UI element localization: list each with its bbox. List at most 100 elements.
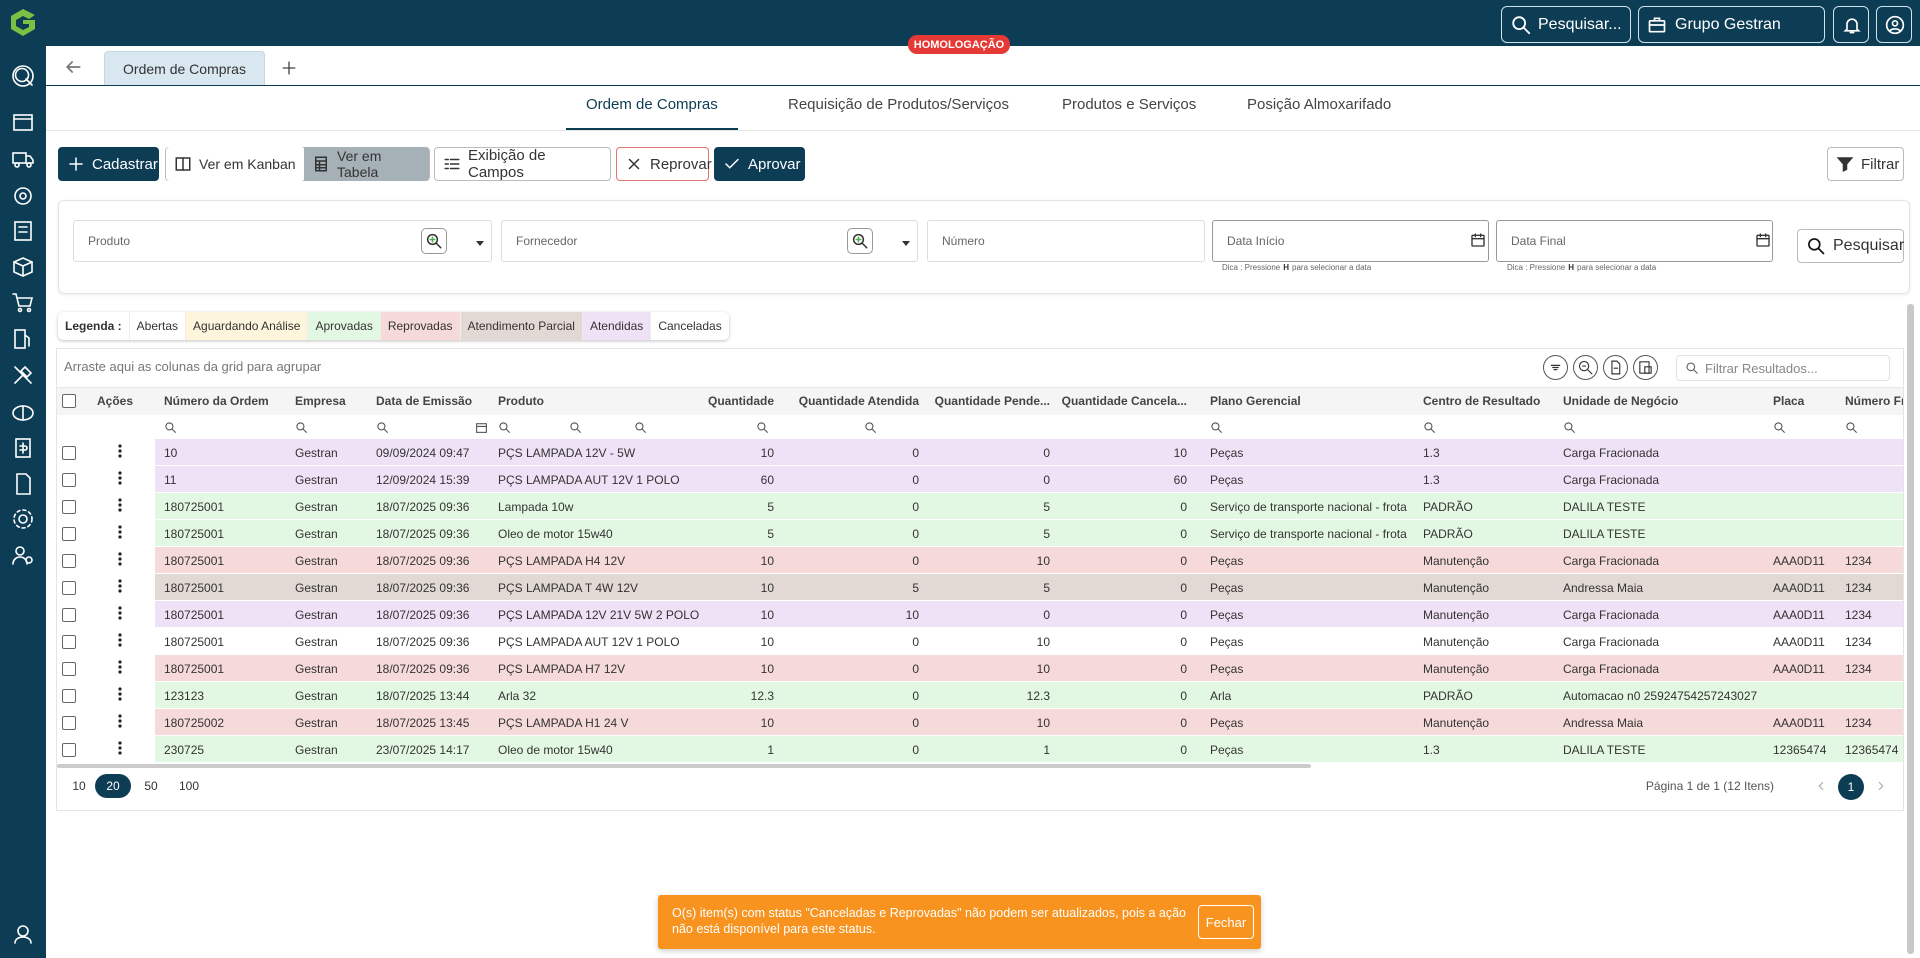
row-checkbox[interactable]	[62, 716, 76, 730]
page-size[interactable]: 50	[144, 779, 158, 793]
column-filter[interactable]	[376, 421, 389, 434]
sidebar-icon[interactable]	[11, 472, 35, 496]
user-menu[interactable]	[1876, 6, 1912, 43]
row-checkbox[interactable]	[62, 743, 76, 757]
grid-search[interactable]: Filtrar Resultados...	[1676, 355, 1890, 381]
column-header[interactable]: Unidade de Negócio	[1563, 394, 1679, 408]
fields-button[interactable]: Exibição de Campos	[434, 147, 611, 181]
row-actions[interactable]	[117, 578, 123, 594]
filter-button[interactable]: Filtrar	[1827, 147, 1904, 181]
table-button[interactable]: Ver em Tabela	[304, 147, 429, 181]
notifications[interactable]	[1833, 6, 1869, 43]
row-checkbox[interactable]	[62, 500, 76, 514]
start-date-field[interactable]: Data Início	[1212, 220, 1489, 262]
column-filter[interactable]	[864, 421, 877, 434]
row-actions[interactable]	[117, 470, 123, 486]
search-button[interactable]: Pesquisar	[1797, 229, 1904, 263]
column-filter[interactable]	[164, 421, 177, 434]
column-filter[interactable]	[756, 421, 769, 434]
column-filter[interactable]	[1563, 421, 1576, 434]
column-header[interactable]: Centro de Resultado	[1423, 394, 1541, 408]
row-checkbox[interactable]	[62, 662, 76, 676]
row-checkbox[interactable]	[62, 527, 76, 541]
row-checkbox[interactable]	[62, 581, 76, 595]
row-actions[interactable]	[117, 605, 123, 621]
grid-tool[interactable]	[1543, 355, 1568, 380]
back-button[interactable]	[63, 57, 83, 77]
column-filter[interactable]	[1773, 421, 1786, 434]
column-header[interactable]: Empresa	[295, 394, 346, 408]
row-actions[interactable]	[117, 713, 123, 729]
next-page[interactable]	[1874, 779, 1888, 793]
column-header[interactable]: Produto	[498, 394, 544, 408]
sidebar-icon[interactable]	[11, 507, 35, 531]
select-all[interactable]	[62, 394, 76, 408]
dropdown-arrow[interactable]	[476, 241, 484, 246]
product-field[interactable]: Produto	[73, 220, 492, 262]
row-actions[interactable]	[117, 443, 123, 459]
date-filter-picker[interactable]	[475, 421, 488, 434]
row-actions[interactable]	[117, 497, 123, 513]
current-page[interactable]: 1	[1838, 774, 1864, 800]
column-header[interactable]: Quantidade Atendida	[798, 394, 919, 408]
column-header[interactable]: Data de Emissão	[376, 394, 473, 408]
sidebar-icon[interactable]	[11, 436, 35, 460]
reject-button[interactable]: Reprovar	[616, 147, 712, 181]
sidebar-icon[interactable]	[11, 110, 35, 134]
column-filter[interactable]	[498, 421, 511, 434]
row-checkbox[interactable]	[62, 446, 76, 460]
calendar-icon[interactable]	[1755, 232, 1771, 248]
column-filter[interactable]	[295, 421, 308, 434]
open-tab[interactable]: Ordem de Compras	[104, 51, 265, 85]
row-checkbox[interactable]	[62, 554, 76, 568]
sidebar-icon[interactable]	[11, 922, 35, 946]
row-actions[interactable]	[117, 632, 123, 648]
row-checkbox[interactable]	[62, 635, 76, 649]
approve-button[interactable]: Aprovar	[714, 147, 805, 181]
nav-tab[interactable]: Requisição de Produtos/Serviços	[788, 96, 1009, 113]
column-header[interactable]: Número Fro	[1845, 394, 1903, 408]
company-selector[interactable]: Grupo Gestran	[1638, 6, 1825, 43]
sidebar-icon[interactable]	[11, 290, 35, 314]
column-header[interactable]: Placa	[1773, 394, 1805, 408]
supplier-field[interactable]: Fornecedor	[501, 220, 918, 262]
kanban-button[interactable]: Ver em Kanban	[166, 147, 305, 181]
sidebar-icon[interactable]	[11, 543, 35, 567]
column-filter[interactable]	[1423, 421, 1436, 434]
row-actions[interactable]	[117, 551, 123, 567]
nav-tab[interactable]: Produtos e Serviços	[1062, 96, 1197, 113]
prev-page[interactable]	[1814, 779, 1828, 793]
row-checkbox[interactable]	[62, 473, 76, 487]
sidebar-icon[interactable]	[11, 255, 35, 279]
row-actions[interactable]	[117, 659, 123, 675]
page-size[interactable]: 20	[95, 774, 131, 798]
column-filter[interactable]	[569, 421, 582, 434]
column-header[interactable]: Plano Gerencial	[1210, 394, 1301, 408]
nav-tab[interactable]: Posição Almoxarifado	[1247, 96, 1392, 113]
page-size[interactable]: 100	[178, 779, 200, 793]
lookup-button[interactable]	[847, 228, 873, 254]
row-actions[interactable]	[117, 740, 123, 756]
create-button[interactable]: Cadastrar	[58, 147, 159, 181]
column-header[interactable]: Quantidade Pende...	[934, 394, 1050, 408]
sidebar-icon[interactable]	[11, 363, 35, 387]
column-filter[interactable]	[1845, 421, 1858, 434]
sidebar-icon[interactable]	[11, 401, 35, 425]
number-field[interactable]: Número	[927, 220, 1205, 262]
sidebar-icon[interactable]	[11, 147, 35, 171]
toast-close[interactable]: Fechar	[1198, 905, 1254, 939]
dropdown-arrow[interactable]	[902, 241, 910, 246]
grid-tool[interactable]	[1633, 355, 1658, 380]
grid-tool[interactable]	[1603, 355, 1628, 380]
row-checkbox[interactable]	[62, 608, 76, 622]
row-checkbox[interactable]	[62, 689, 76, 703]
sidebar-icon[interactable]	[11, 219, 35, 243]
nav-tab[interactable]: Ordem de Compras	[566, 96, 738, 130]
row-actions[interactable]	[117, 686, 123, 702]
row-actions[interactable]	[117, 524, 123, 540]
column-filter[interactable]	[634, 421, 647, 434]
column-header[interactable]: Quantidade	[707, 394, 774, 408]
lookup-button[interactable]	[421, 228, 447, 254]
global-search[interactable]: Pesquisar...	[1501, 6, 1631, 43]
page-size[interactable]: 10	[72, 779, 86, 793]
